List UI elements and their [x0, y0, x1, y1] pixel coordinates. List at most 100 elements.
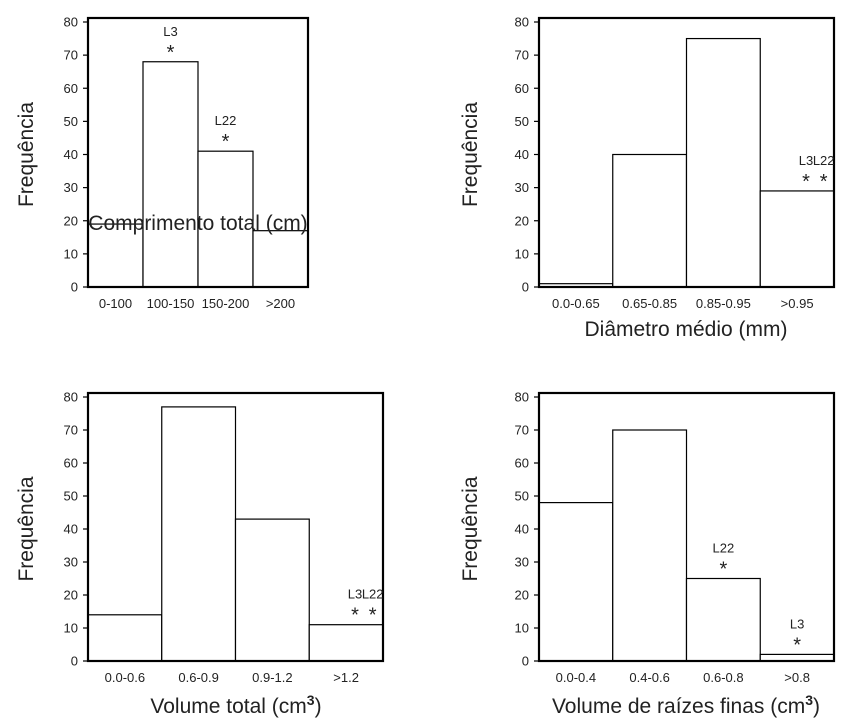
significance-asterisk: *	[793, 634, 801, 656]
y-axis-label: Frequência	[15, 476, 38, 581]
y-tick-label: 10	[515, 246, 529, 261]
plot-frame	[537, 16, 836, 289]
annotation-label: L22	[215, 113, 237, 128]
y-tick-label: 50	[64, 489, 78, 504]
y-tick-label: 80	[515, 15, 529, 30]
chart-panel-2: 0 10 20 30 40 50 60 70 80 0.0-0.65 0.65-0.85 0.85-0…	[459, 15, 836, 341]
category-label: 0.6-0.8	[703, 670, 743, 685]
y-tick-label: 20	[64, 588, 78, 603]
y-tick-label: 10	[64, 621, 78, 636]
category-label: 0.85-0.95	[696, 296, 751, 311]
x-axis-label-text: Comprimento total (cm)	[88, 212, 307, 235]
bar	[142, 61, 199, 288]
x-axis-label-superscript: 3	[805, 692, 813, 708]
y-tick-label: 20	[515, 588, 529, 603]
x-axis-label-superscript: 3	[307, 692, 315, 708]
y-tick-label: 0	[71, 654, 78, 669]
plot-frame	[86, 16, 310, 289]
x-axis-label: Volume de raízes finas (cm3)	[552, 692, 820, 718]
x-axis-label-text: Volume de raízes finas (cm	[552, 695, 805, 718]
x-axis-label-end: )	[315, 695, 322, 718]
y-tick-label: 80	[64, 390, 78, 405]
y-tick-label: 20	[515, 213, 529, 228]
y-tick-label: 60	[64, 456, 78, 471]
x-axis-label: Volume total (cm3)	[150, 692, 321, 718]
bar	[87, 223, 144, 288]
annotation-label: L22	[362, 587, 384, 602]
category-label: 100-150	[147, 296, 195, 311]
significance-asterisk: *	[369, 605, 377, 627]
significance-asterisk: *	[351, 605, 359, 627]
x-axis-label: Comprimento total (cm)	[88, 212, 307, 235]
bar	[252, 230, 309, 288]
y-tick-label: 50	[64, 114, 78, 129]
category-label: 0-100	[99, 296, 132, 311]
significance-asterisk: *	[222, 131, 230, 153]
annotation-label: L3	[163, 24, 177, 39]
plot-frame	[537, 391, 836, 663]
y-tick-label: 30	[515, 555, 529, 570]
y-tick-label: 60	[64, 81, 78, 96]
bar	[161, 406, 237, 662]
bar	[197, 150, 254, 288]
y-tick-label: 0	[71, 280, 78, 295]
bar	[685, 577, 761, 662]
y-tick-label: 70	[515, 423, 529, 438]
y-tick-label: 40	[515, 147, 529, 162]
y-axis-label: Frequência	[15, 102, 38, 207]
bar	[308, 624, 384, 662]
y-axis-label: Frequência	[459, 102, 482, 207]
significance-asterisk: *	[820, 171, 828, 193]
x-axis-label-end: )	[813, 695, 820, 718]
bar	[685, 37, 761, 288]
category-label: 150-200	[202, 296, 250, 311]
y-tick-label: 40	[64, 522, 78, 537]
plot-frame	[86, 391, 385, 663]
y-tick-label: 0	[522, 280, 529, 295]
y-tick-label: 20	[64, 213, 78, 228]
y-tick-label: 50	[515, 489, 529, 504]
y-tick-label: 0	[522, 654, 529, 669]
y-tick-label: 10	[515, 621, 529, 636]
category-label: 0.9-1.2	[252, 670, 292, 685]
category-label: 0.0-0.4	[556, 670, 596, 685]
y-tick-label: 70	[64, 48, 78, 63]
y-tick-label: 30	[64, 555, 78, 570]
annotation-label: L22	[713, 541, 735, 556]
category-label: >0.8	[784, 670, 810, 685]
y-tick-label: 40	[64, 147, 78, 162]
category-label: >1.2	[333, 670, 359, 685]
bar	[234, 518, 310, 662]
category-label: 0.65-0.85	[622, 296, 677, 311]
x-axis-label: Diâmetro médio (mm)	[584, 318, 787, 341]
category-label: 0.6-0.9	[178, 670, 218, 685]
significance-asterisk: *	[802, 171, 810, 193]
y-tick-label: 60	[515, 81, 529, 96]
bar	[612, 153, 688, 288]
y-tick-label: 60	[515, 456, 529, 471]
y-tick-label: 80	[64, 15, 78, 30]
chart-panel-3: 0 10 20 30 40 50 60 70 80 0.0-0.6 0.6-0.9 0.9-1.2 >1…	[15, 390, 385, 718]
y-tick-label: 70	[64, 423, 78, 438]
chart-panel-4: 0 10 20 30 40 50 60 70 80 0.0-0.4 0.4-0.6 0.6-0.8 >0…	[459, 390, 836, 718]
y-axis-label: Frequência	[459, 476, 482, 581]
significance-asterisk: *	[719, 559, 727, 581]
y-tick-label: 10	[64, 246, 78, 261]
annotation-label: L3	[799, 153, 813, 168]
bar	[538, 502, 614, 662]
bar	[87, 614, 163, 662]
y-tick-label: 70	[515, 48, 529, 63]
category-label: >0.95	[781, 296, 814, 311]
category-label: 0.0-0.6	[105, 670, 145, 685]
annotation-label: L22	[813, 153, 835, 168]
bar	[759, 190, 835, 288]
y-tick-label: 80	[515, 390, 529, 405]
y-tick-label: 30	[64, 180, 78, 195]
y-tick-label: 40	[515, 522, 529, 537]
annotation-label: L3	[790, 616, 804, 631]
x-axis-label-text: Diâmetro médio (mm)	[584, 318, 787, 341]
chart-panel-1: 0 10 20 30 40 50 60 70 80 0-100 100-150 150-200 >200…	[15, 15, 310, 311]
y-tick-label: 30	[515, 180, 529, 195]
x-axis-label-text: Volume total (cm	[150, 695, 306, 718]
